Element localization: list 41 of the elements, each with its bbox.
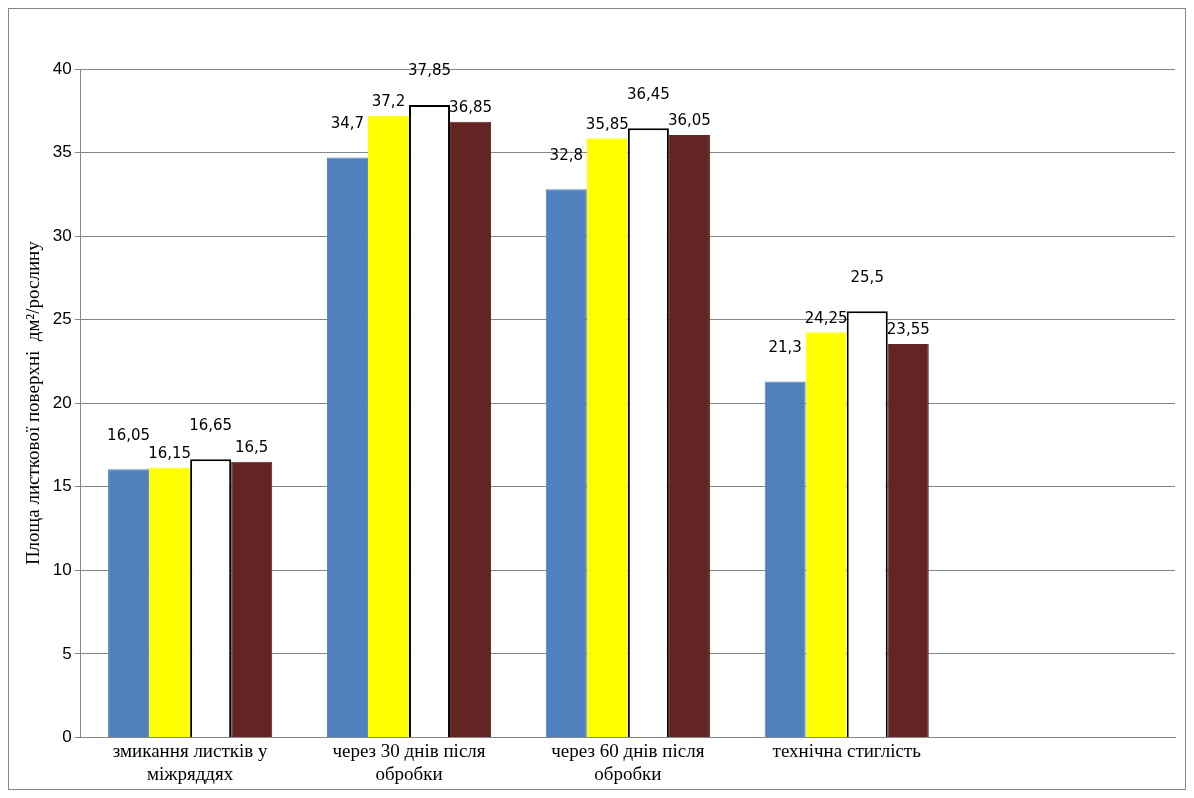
y-tick-label: 5 bbox=[62, 643, 72, 663]
data-label: 16,5 bbox=[234, 438, 269, 457]
data-label: 36,05 bbox=[667, 111, 711, 130]
data-label: 16,15 bbox=[148, 443, 192, 462]
bar bbox=[545, 189, 587, 737]
bar bbox=[805, 332, 847, 737]
data-label: 32,8 bbox=[549, 145, 583, 164]
bar bbox=[149, 467, 191, 737]
data-label: 36,45 bbox=[626, 84, 670, 103]
y-tick-label: 40 bbox=[52, 58, 72, 78]
x-tick-label: через 30 днів після обробки bbox=[332, 739, 486, 784]
y-tick-label: 0 bbox=[62, 727, 72, 747]
y-axis-title: Площа листкової поверхні дм²/рослину bbox=[22, 240, 44, 566]
data-label: 24,25 bbox=[804, 308, 848, 327]
x-tick-label: технічна стиглість bbox=[772, 739, 922, 761]
bar bbox=[326, 157, 368, 737]
y-tick-label: 10 bbox=[52, 559, 72, 579]
data-label: 34,7 bbox=[330, 113, 365, 132]
bar bbox=[231, 461, 273, 737]
bar bbox=[450, 121, 492, 737]
x-tick-label: змикання листків у міжряддях bbox=[112, 739, 269, 784]
x-tick-label: через 60 днів після обробки bbox=[551, 739, 705, 784]
y-tick-label: 30 bbox=[52, 225, 72, 245]
y-tick-label: 20 bbox=[52, 392, 72, 412]
data-label: 21,3 bbox=[768, 337, 802, 356]
data-label: 37,85 bbox=[408, 61, 451, 80]
data-label: 16,65 bbox=[189, 415, 233, 434]
data-label: 35,85 bbox=[585, 114, 629, 133]
data-label: 25,5 bbox=[850, 267, 884, 286]
bar bbox=[764, 381, 806, 737]
data-label: 16,05 bbox=[107, 425, 151, 444]
y-tick-label: 15 bbox=[52, 476, 72, 496]
data-label: 36,85 bbox=[449, 98, 493, 117]
bar bbox=[887, 343, 929, 737]
data-label: 37,2 bbox=[371, 92, 406, 111]
bar bbox=[108, 469, 150, 737]
bar bbox=[367, 115, 409, 737]
bar bbox=[668, 135, 710, 737]
y-tick-label: 25 bbox=[52, 309, 72, 329]
bar bbox=[586, 138, 628, 737]
y-tick-label: 35 bbox=[52, 142, 72, 162]
